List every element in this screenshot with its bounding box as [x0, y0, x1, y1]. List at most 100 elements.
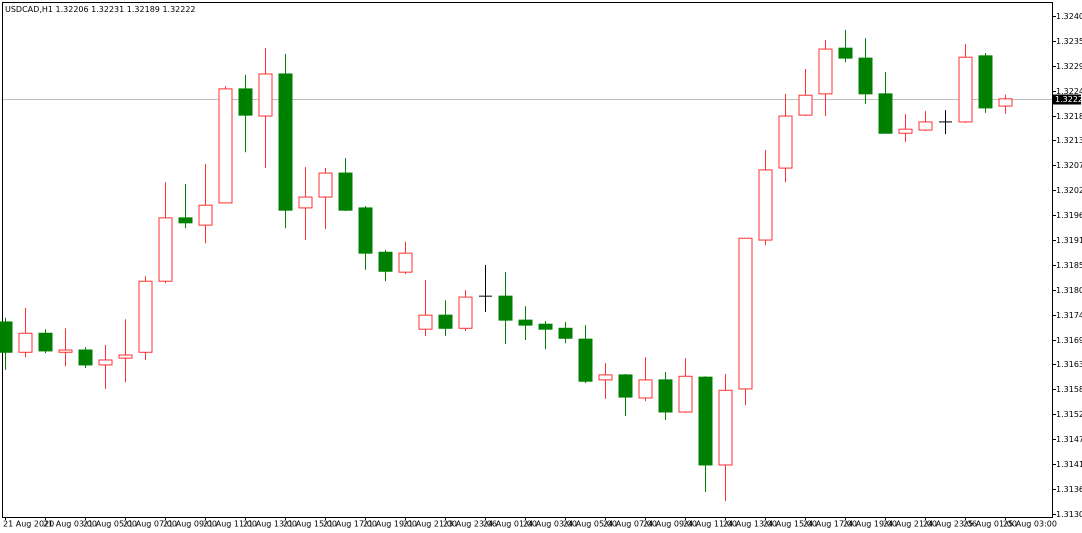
candle-body — [98, 359, 113, 366]
candle-body — [178, 217, 193, 224]
y-tick-label: 1.31305 — [1056, 510, 1082, 519]
y-tick-label: 1.31800 — [1056, 286, 1082, 295]
x-tick-label: 21 Aug 09:00 — [163, 520, 217, 529]
candle-body — [458, 296, 473, 329]
candle-body — [778, 115, 793, 169]
candle-body — [758, 169, 773, 241]
x-tick-label: 24 Aug 01:00 — [483, 520, 537, 529]
plot-frame — [2, 2, 1053, 518]
x-tick-label: 24 Aug 15:00 — [763, 520, 817, 529]
x-tick-label: 21 Aug 07:00 — [123, 520, 177, 529]
candle-body — [638, 379, 653, 399]
candle-body — [678, 375, 693, 413]
y-tick-label: 1.32240 — [1056, 87, 1082, 96]
candle-body — [658, 379, 673, 413]
price-label-box — [1053, 94, 1081, 105]
candle-body — [798, 94, 813, 116]
x-tick-label: 21 Aug 15:00 — [283, 520, 337, 529]
candle-body — [258, 73, 273, 117]
y-tick-label: 1.31745 — [1056, 311, 1082, 320]
candle-body — [338, 172, 353, 211]
header-high: 1.32231 — [91, 5, 124, 14]
candle-body — [578, 338, 593, 382]
y-tick-label: 1.32075 — [1056, 161, 1082, 170]
y-tick-label: 1.31690 — [1056, 336, 1082, 345]
candle-body — [958, 56, 973, 123]
x-tick-label: 21 Aug 05:00 — [83, 520, 137, 529]
candle-body — [38, 332, 53, 352]
y-tick-label: 1.32350 — [1056, 37, 1082, 46]
candle-body — [238, 88, 253, 116]
candle-body — [298, 196, 313, 209]
candle-body — [438, 314, 453, 329]
candle-body — [198, 204, 213, 226]
y-tick-label: 1.31910 — [1056, 236, 1082, 245]
candle-body — [518, 319, 533, 326]
candle-body — [218, 88, 233, 204]
y-tick-label: 1.32405 — [1056, 12, 1082, 21]
candle-body — [278, 73, 293, 211]
candle-body — [498, 295, 513, 321]
price-label: 1.32222 — [1055, 95, 1082, 104]
x-tick-label: 21 Aug 19:00 — [363, 520, 417, 529]
y-tick-label: 1.31635 — [1056, 360, 1082, 369]
candle-body — [158, 217, 173, 282]
y-tick-label: 1.32130 — [1056, 136, 1082, 145]
y-tick-label: 1.31360 — [1056, 485, 1082, 494]
x-tick-label: 21 Aug 11:00 — [203, 520, 257, 529]
y-tick-label: 1.31415 — [1056, 460, 1082, 469]
candle-body — [918, 121, 933, 131]
x-tick-label: 25 Aug 01:00 — [963, 520, 1017, 529]
y-tick-label: 1.31580 — [1056, 385, 1082, 394]
header-close: 1.32222 — [162, 5, 195, 14]
candle-body — [118, 354, 133, 359]
candle-body — [878, 93, 893, 134]
candle-body — [378, 251, 393, 272]
candle-body — [318, 172, 333, 198]
candle-body — [978, 55, 993, 109]
x-tick-label: 24 Aug 05:00 — [563, 520, 617, 529]
x-tick-label: 24 Aug 17:00 — [803, 520, 857, 529]
x-tick-label: 23 Aug 23:06 — [443, 520, 497, 529]
candle-body — [78, 349, 93, 366]
candle-body — [738, 237, 753, 390]
candle-body — [698, 376, 713, 466]
x-tick-label: 21 Aug 03:00 — [43, 520, 97, 529]
candle-body — [618, 374, 633, 398]
candle-body — [18, 332, 33, 353]
y-tick-label: 1.32020 — [1056, 186, 1082, 195]
x-tick-label: 24 Aug 21:00 — [883, 520, 937, 529]
x-tick-label: 25 Aug 03:00 — [1003, 520, 1057, 529]
candle-body — [538, 323, 553, 330]
y-tick-label: 1.31855 — [1056, 261, 1082, 270]
candle-body — [598, 374, 613, 381]
candle-body — [58, 349, 73, 353]
candle-body — [398, 252, 413, 273]
header-open: 1.32206 — [56, 5, 89, 14]
candle-body — [718, 389, 733, 466]
x-tick-label: 21 Aug 2020 — [3, 520, 54, 529]
x-tick-label: 24 Aug 09:00 — [643, 520, 697, 529]
candle-body — [138, 280, 153, 353]
x-tick-label: 24 Aug 03:00 — [523, 520, 577, 529]
x-tick-label: 24 Aug 13:00 — [723, 520, 777, 529]
x-tick-label: 24 Aug 07:00 — [603, 520, 657, 529]
chart-header: USDCAD,H1 1.32206 1.32231 1.32189 1.3222… — [5, 5, 196, 14]
candle-body — [358, 207, 373, 254]
candle-body — [818, 48, 833, 95]
candle-body — [418, 314, 433, 330]
candle-body — [898, 128, 913, 134]
y-tick-label: 1.32185 — [1056, 112, 1082, 121]
y-tick-label: 1.31965 — [1056, 211, 1082, 220]
y-tick-label: 1.32295 — [1056, 62, 1082, 71]
candle-body — [0, 321, 13, 353]
candle-body — [558, 327, 573, 339]
y-tick-label: 1.31470 — [1056, 435, 1082, 444]
x-tick-label: 24 Aug 19:00 — [843, 520, 897, 529]
x-tick-label: 24 Aug 11:00 — [683, 520, 737, 529]
x-tick-label: 21 Aug 21:00 — [403, 520, 457, 529]
candle-body — [998, 98, 1013, 107]
header-low: 1.32189 — [127, 5, 160, 14]
